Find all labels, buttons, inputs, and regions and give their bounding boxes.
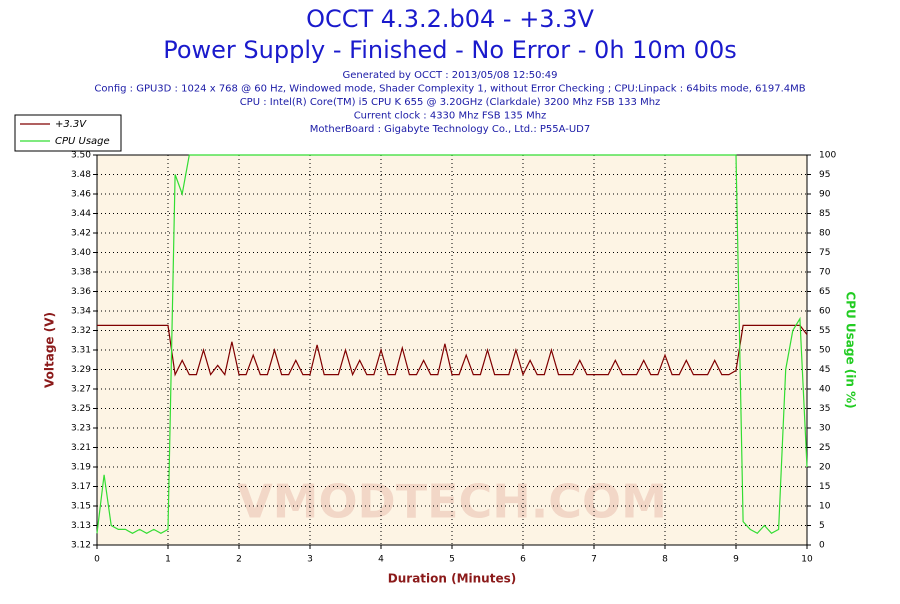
y-tick-label: 3.48 — [71, 170, 91, 180]
y-tick-label: 3.32 — [71, 326, 91, 336]
info-line: Generated by OCCT : 2013/05/08 12:50:49 — [342, 70, 557, 81]
y2-tick-label: 5 — [819, 521, 825, 531]
info-line: Config : GPU3D : 1024 x 768 @ 60 Hz, Win… — [94, 84, 805, 95]
x-tick-label: 3 — [307, 555, 313, 565]
y-tick-label: 3.40 — [71, 248, 91, 258]
legend-label: +3.3V — [55, 119, 87, 130]
chart-subtitle: Power Supply - Finished - No Error - 0h … — [163, 36, 737, 64]
y2-tick-label: 75 — [819, 248, 830, 258]
y-tick-label: 3.34 — [71, 307, 91, 317]
x-tick-label: 9 — [733, 555, 739, 565]
y2-tick-label: 55 — [819, 326, 830, 336]
info-line: MotherBoard : Gigabyte Technology Co., L… — [310, 124, 591, 135]
y2-tick-label: 70 — [819, 268, 831, 278]
y-axis-label: Voltage (V) — [43, 312, 57, 388]
x-tick-label: 10 — [801, 555, 813, 565]
y2-tick-label: 50 — [819, 346, 831, 356]
x-tick-label: 1 — [165, 555, 171, 565]
y-tick-label: 3.21 — [71, 443, 91, 453]
y-tick-label: 3.44 — [71, 209, 91, 219]
y-tick-label: 3.42 — [71, 229, 91, 239]
series-line — [96, 154, 808, 535]
y2-tick-label: 85 — [819, 209, 830, 219]
y2-tick-label: 25 — [819, 443, 830, 453]
y2-axis-label: CPU Usage (in %) — [844, 291, 858, 408]
y-tick-label: 3.50 — [71, 151, 91, 161]
y2-tick-label: 100 — [819, 151, 836, 161]
x-tick-label: 2 — [236, 555, 242, 565]
y2-tick-label: 35 — [819, 404, 830, 414]
y2-tick-label: 30 — [819, 424, 831, 434]
legend-box — [14, 114, 122, 152]
y2-tick-label: 65 — [819, 287, 830, 297]
y-tick-label: 3.27 — [71, 385, 91, 395]
y2-tick-label: 40 — [819, 385, 831, 395]
y2-tick-label: 90 — [819, 190, 831, 200]
y2-tick-label: 0 — [819, 541, 825, 551]
y2-tick-label: 95 — [819, 170, 830, 180]
info-line: Current clock : 4330 Mhz FSB 135 Mhz — [354, 111, 547, 122]
y-tick-label: 3.46 — [71, 190, 91, 200]
y-tick-label: 3.38 — [71, 268, 91, 278]
y2-tick-label: 80 — [819, 229, 831, 239]
x-tick-label: 5 — [449, 555, 455, 565]
y2-tick-label: 15 — [819, 482, 830, 492]
y-tick-label: 3.19 — [71, 463, 91, 473]
y2-tick-label: 10 — [819, 502, 831, 512]
x-tick-label: 7 — [591, 555, 597, 565]
info-line: CPU : Intel(R) Core(TM) i5 CPU K 655 @ 3… — [240, 97, 661, 108]
series-line — [97, 324, 808, 377]
y-tick-label: 3.29 — [71, 365, 91, 375]
x-tick-label: 6 — [520, 555, 526, 565]
y-tick-label: 3.25 — [71, 404, 91, 414]
y2-tick-label: 45 — [819, 365, 830, 375]
x-tick-label: 8 — [662, 555, 668, 565]
y-tick-label: 3.12 — [71, 541, 91, 551]
watermark: VMODTECH.COM — [237, 475, 667, 529]
y-tick-label: 3.23 — [71, 424, 91, 434]
y-tick-label: 3.31 — [71, 346, 91, 356]
y-tick-label: 3.36 — [71, 287, 91, 297]
x-axis-label: Duration (Minutes) — [388, 572, 516, 586]
y-tick-label: 3.17 — [71, 482, 91, 492]
x-tick-label: 4 — [378, 555, 384, 565]
chart-title: OCCT 4.3.2.b04 - +3.3V — [306, 5, 594, 33]
legend-label: CPU Usage — [55, 136, 110, 147]
x-tick-label: 0 — [94, 555, 100, 565]
y-tick-label: 3.13 — [71, 521, 91, 531]
y2-tick-label: 20 — [819, 463, 831, 473]
y2-tick-label: 60 — [819, 307, 831, 317]
y-tick-label: 3.15 — [71, 502, 91, 512]
